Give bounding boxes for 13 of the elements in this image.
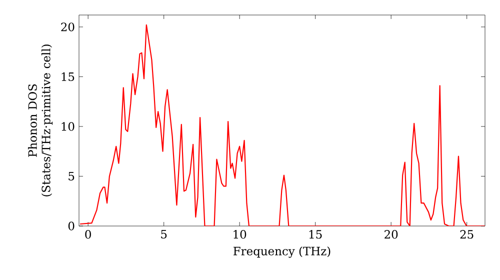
y-tick-label: 20 [61, 22, 74, 32]
y-tick-label: 15 [62, 72, 74, 82]
y-axis-title: Phonon DOS (States/THz·primitive cell) [28, 44, 53, 196]
x-tick-label: 5 [161, 230, 167, 239]
x-tick-label: 10 [234, 230, 246, 239]
x-tick-label: 25 [460, 230, 474, 239]
x-axis-title: Frequency (THz) [234, 246, 330, 258]
y-tick-label: 5 [68, 172, 74, 180]
x-tick-label: 20 [384, 230, 398, 239]
y-tick-label: 10 [62, 122, 74, 131]
x-tick-label: 15 [309, 230, 322, 239]
x-tick-label: 0 [85, 230, 91, 239]
y-tick-label: 0 [68, 222, 74, 230]
